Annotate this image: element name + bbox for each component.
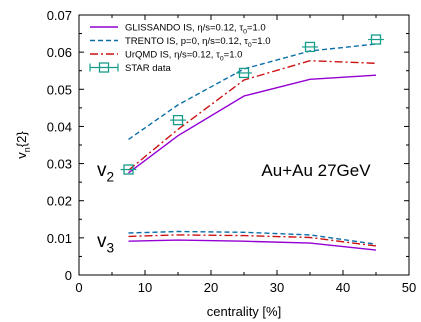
legend-entry-label: TRENTO IS, p=0, η/s=0.12, τ0=1.0 — [125, 36, 271, 49]
labels-group: v2 v3 Au+Au 27GeV — [97, 160, 371, 256]
legend-entry-label: UrQMD IS, η/s=0.12, τ0=1.0 — [125, 50, 242, 63]
x-tick-label: 50 — [402, 280, 416, 295]
series-group — [128, 43, 377, 251]
y-tick-label: 0.06 — [47, 45, 72, 60]
legend-entry-label: GLISSANDO IS, η/s=0.12, τ0=1.0 — [125, 23, 266, 36]
series-line — [128, 59, 377, 171]
x-tick-label: 10 — [138, 280, 152, 295]
legend-marker — [98, 62, 110, 73]
data-point-marker — [238, 67, 250, 79]
data-points-group — [120, 34, 384, 175]
y-tick-label: 0.05 — [47, 82, 72, 97]
data-point-marker — [304, 41, 316, 53]
data-point-marker — [172, 114, 184, 126]
x-tick-label: 0 — [75, 280, 82, 295]
x-tick-label: 20 — [204, 280, 218, 295]
series-line — [128, 43, 377, 140]
data-point-marker — [370, 34, 382, 45]
y-tick-label: 0.03 — [47, 157, 72, 172]
y-tick-label: 0.07 — [47, 8, 72, 23]
series-line — [128, 239, 377, 251]
annotation-v3: v3 — [97, 231, 114, 256]
annotation-v2: v2 — [97, 160, 114, 185]
axes: 0 10 20 30 40 50 0 0.01 0.02 0.03 0.04 0.05 0.06 0.07… — [14, 8, 416, 319]
y-tick-label: 0 — [65, 268, 72, 283]
series-line — [128, 230, 377, 245]
y-axis-label: vn{2} — [14, 131, 32, 159]
x-axis-label: centrality [%] — [207, 304, 281, 319]
data-point-marker — [123, 164, 134, 175]
y-tick-label: 0.01 — [47, 231, 72, 246]
y-tick-label: 0.02 — [47, 194, 72, 209]
annotation-system: Au+Au 27GeV — [261, 161, 371, 180]
legend-entry-label: STAR data — [125, 63, 171, 74]
x-tick-label: 40 — [336, 280, 350, 295]
y-tick-label: 0.04 — [47, 119, 72, 134]
series-line — [128, 74, 377, 174]
series-line — [128, 234, 377, 247]
x-tick-label: 30 — [270, 280, 284, 295]
